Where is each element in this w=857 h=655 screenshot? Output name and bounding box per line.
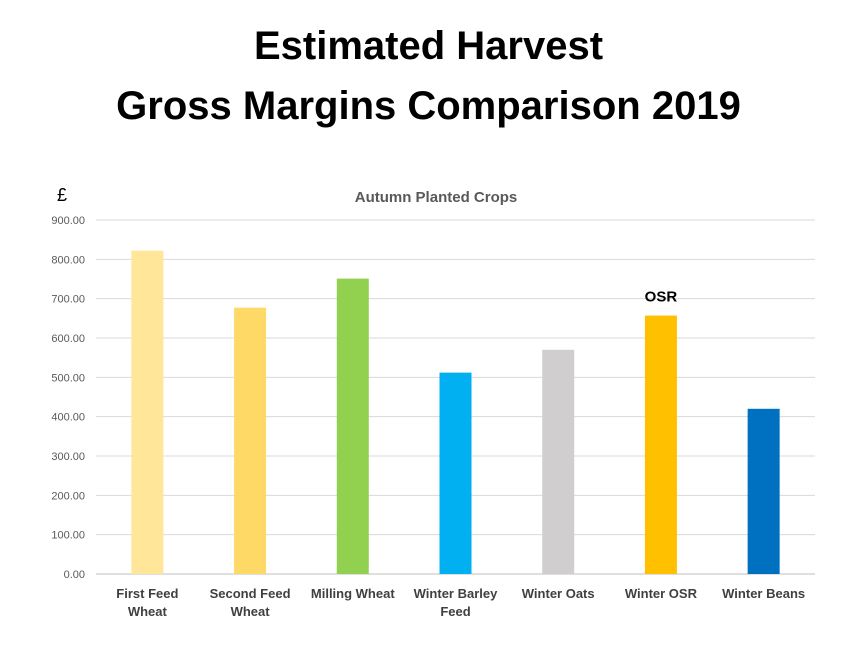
y-tick-label: 300.00 [51, 451, 85, 463]
bar [747, 408, 780, 574]
y-tick-label: 600.00 [51, 333, 85, 345]
bar [439, 372, 472, 574]
x-tick-label: Winter Beans [722, 586, 805, 601]
y-axis-ticks: 0.00 100.00 200.00 300.00 400.00 500.00 600.00… [51, 215, 85, 581]
chart-title: Autumn Planted Crops [355, 189, 518, 206]
y-tick-label: 800.00 [51, 254, 85, 266]
y-axis-unit-label: £ [57, 185, 67, 205]
bar-annotation: OSR [645, 289, 678, 306]
bars [131, 250, 780, 574]
x-tick-label: Feed [440, 604, 470, 619]
x-tick-label: First Feed [116, 586, 178, 601]
y-tick-label: 500.00 [51, 372, 85, 384]
x-tick-label: Wheat [128, 604, 168, 619]
x-tick-label: Winter Oats [522, 586, 595, 601]
page-title-line-1: Estimated Harvest [253, 24, 604, 68]
x-tick-label: Winter OSR [625, 586, 698, 601]
y-tick-label: 700.00 [51, 294, 85, 306]
y-tick-label: 400.00 [51, 412, 85, 424]
annotations: OSR [645, 289, 678, 306]
bar [234, 307, 267, 574]
bar [131, 250, 164, 574]
y-tick-label: 100.00 [51, 530, 85, 542]
bar [336, 278, 369, 574]
y-tick-label: 200.00 [51, 490, 85, 502]
y-tick-label: 900.00 [51, 215, 85, 227]
x-tick-label: Second Feed [210, 586, 291, 601]
x-axis-labels: First Feed Wheat Second Feed Wheat Milling W… [116, 586, 805, 619]
x-tick-label: Wheat [231, 604, 271, 619]
bar [644, 315, 677, 574]
x-tick-label: Milling Wheat [311, 586, 395, 601]
x-tick-label: Winter Barley [414, 586, 498, 601]
y-tick-label: 0.00 [64, 569, 85, 581]
bar [542, 349, 575, 574]
page-title-line-2: Gross Margins Comparison 2019 [116, 84, 741, 128]
